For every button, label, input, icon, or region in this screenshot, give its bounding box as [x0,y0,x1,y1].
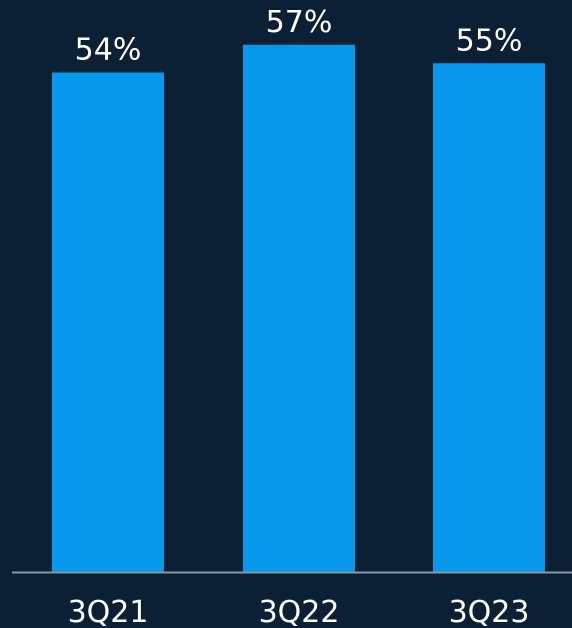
bar-3q22 [243,44,355,572]
x-tick-label-3q21: 3Q21 [68,595,149,628]
bar-value-label-3q23: 55% [456,23,523,58]
x-tick-label-3q22: 3Q22 [259,595,340,628]
labels-layer: 54% 3Q21 57% 3Q22 55% 3Q23 [68,5,530,628]
bar-value-label-3q22: 57% [266,5,333,40]
bars-layer [52,44,545,572]
x-tick-label-3q23: 3Q23 [449,595,530,628]
bar-3q21 [52,72,164,572]
bar-value-label-3q21: 54% [75,33,142,68]
bar-3q23 [433,63,545,572]
